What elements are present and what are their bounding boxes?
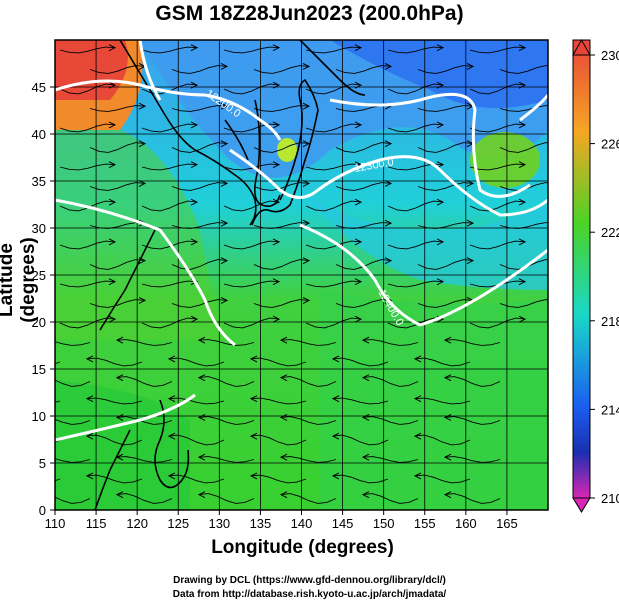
y-axis: 0 5 10 15 20 25 30 35 40 45 <box>32 80 55 518</box>
x-tick-label: 115 <box>86 516 107 531</box>
x-tick-label: 120 <box>126 516 148 531</box>
credit-data: Data from http://database.rish.kyoto-u.a… <box>172 589 447 600</box>
colorbar-tick-label: 210 <box>601 491 619 506</box>
y-tick-label: 5 <box>39 456 46 471</box>
y-tick-label: 35 <box>32 174 46 189</box>
credit-drawing: Drawing by DCL (https://www.gfd-dennou.o… <box>173 575 446 586</box>
x-tick-label: 130 <box>208 516 230 531</box>
y-tick-label: 20 <box>32 315 46 330</box>
y-tick-label: 45 <box>32 80 46 95</box>
x-tick-label: 110 <box>45 516 66 531</box>
x-tick-label: 125 <box>167 516 189 531</box>
y-tick-label: 30 <box>32 221 46 236</box>
x-tick-label: 160 <box>455 516 477 531</box>
colorbar-tick-label: 222 <box>601 225 619 240</box>
colorbar: 230 226 222 218 214 210 <box>572 38 619 513</box>
y-tick-label: 15 <box>32 362 46 377</box>
y-axis-label: Latitude (degrees) <box>0 237 39 323</box>
colorbar-top-arrow <box>572 38 591 56</box>
y-tick-label: 40 <box>32 127 46 142</box>
x-axis: 110 115 120 125 130 135 140 145 150 155 160 165 <box>45 510 518 531</box>
coastlines <box>94 40 366 510</box>
chart-title: GSM 18Z28Jun2023 (200.0hPa) <box>155 2 464 25</box>
colorbar-tick-label: 218 <box>601 314 619 329</box>
x-tick-label: 165 <box>496 516 518 531</box>
height-contours <box>55 40 548 442</box>
x-tick-label: 145 <box>332 516 354 531</box>
colorbar-bottom-arrow <box>572 497 591 513</box>
y-tick-label: 10 <box>32 409 46 424</box>
streamlines <box>55 44 548 504</box>
x-tick-label: 155 <box>414 516 436 531</box>
colorbar-tick-label: 214 <box>601 402 619 417</box>
x-axis-label: Longitude (degrees) <box>211 537 394 558</box>
x-tick-label: 135 <box>250 516 272 531</box>
x-tick-label: 140 <box>291 516 313 531</box>
colorbar-tick-label: 226 <box>601 137 619 152</box>
x-tick-label: 150 <box>373 516 395 531</box>
y-tick-label: 25 <box>32 268 46 283</box>
colorbar-tick-label: 230 <box>601 48 619 63</box>
y-tick-label: 0 <box>39 503 46 518</box>
